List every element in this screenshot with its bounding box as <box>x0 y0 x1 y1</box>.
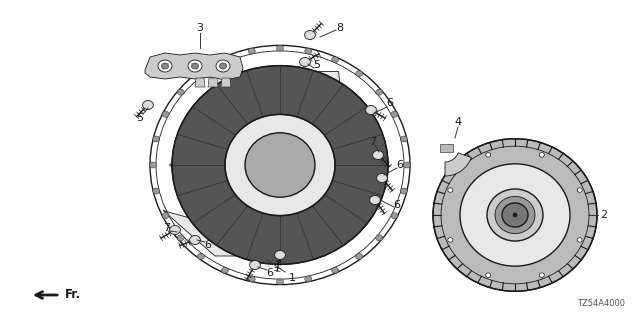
Ellipse shape <box>197 71 204 77</box>
Text: 5: 5 <box>314 60 321 70</box>
Polygon shape <box>440 144 453 152</box>
Text: 4: 4 <box>454 117 461 127</box>
Text: 6: 6 <box>387 98 394 108</box>
Ellipse shape <box>487 189 543 241</box>
Ellipse shape <box>177 89 184 95</box>
Ellipse shape <box>486 153 491 157</box>
Ellipse shape <box>177 235 184 241</box>
Ellipse shape <box>305 30 316 39</box>
Ellipse shape <box>225 114 335 216</box>
Ellipse shape <box>172 66 388 264</box>
Ellipse shape <box>513 213 517 217</box>
Ellipse shape <box>376 173 387 182</box>
Polygon shape <box>163 211 326 256</box>
Ellipse shape <box>158 60 172 72</box>
Polygon shape <box>170 68 335 262</box>
Ellipse shape <box>448 238 453 242</box>
Ellipse shape <box>356 253 363 259</box>
Text: TZ54A4000: TZ54A4000 <box>577 299 625 308</box>
Ellipse shape <box>221 267 228 273</box>
Text: 8: 8 <box>337 23 344 33</box>
Ellipse shape <box>245 133 315 197</box>
Ellipse shape <box>376 235 383 241</box>
Text: 3: 3 <box>196 23 204 33</box>
Ellipse shape <box>276 45 284 51</box>
Ellipse shape <box>540 273 544 277</box>
Ellipse shape <box>495 196 535 234</box>
Ellipse shape <box>275 251 285 260</box>
Ellipse shape <box>248 48 255 54</box>
Ellipse shape <box>191 63 198 69</box>
Ellipse shape <box>161 63 168 69</box>
Ellipse shape <box>356 71 363 77</box>
Text: 5: 5 <box>136 113 143 123</box>
Ellipse shape <box>276 279 284 285</box>
Ellipse shape <box>391 213 398 219</box>
Text: 6: 6 <box>397 160 403 170</box>
Ellipse shape <box>332 267 339 273</box>
Text: 7: 7 <box>369 137 376 147</box>
Text: 7: 7 <box>163 223 171 233</box>
Ellipse shape <box>305 276 312 282</box>
Ellipse shape <box>332 57 339 63</box>
Ellipse shape <box>153 188 160 194</box>
Ellipse shape <box>400 136 407 142</box>
Ellipse shape <box>365 106 376 115</box>
Ellipse shape <box>143 100 154 109</box>
Text: 6: 6 <box>205 240 211 250</box>
Ellipse shape <box>221 57 228 63</box>
Ellipse shape <box>403 162 410 168</box>
Ellipse shape <box>391 111 398 117</box>
Ellipse shape <box>486 273 491 277</box>
Ellipse shape <box>400 188 407 194</box>
Polygon shape <box>195 78 205 87</box>
Text: 2: 2 <box>600 210 607 220</box>
Text: Fr.: Fr. <box>65 289 81 301</box>
Polygon shape <box>208 78 218 87</box>
Ellipse shape <box>189 236 200 244</box>
Ellipse shape <box>150 162 157 168</box>
Ellipse shape <box>460 164 570 266</box>
Ellipse shape <box>372 150 383 159</box>
Ellipse shape <box>502 203 528 227</box>
Ellipse shape <box>162 213 169 219</box>
Ellipse shape <box>216 60 230 72</box>
Ellipse shape <box>220 63 227 69</box>
Ellipse shape <box>248 276 255 282</box>
Ellipse shape <box>300 58 310 67</box>
Ellipse shape <box>433 139 597 291</box>
Text: 1: 1 <box>289 273 296 283</box>
Polygon shape <box>221 78 231 87</box>
Ellipse shape <box>376 89 383 95</box>
Polygon shape <box>241 71 345 126</box>
Text: 6: 6 <box>266 268 273 278</box>
Ellipse shape <box>448 188 453 192</box>
Ellipse shape <box>305 48 312 54</box>
Polygon shape <box>145 53 243 80</box>
Text: 6: 6 <box>394 200 401 210</box>
Ellipse shape <box>153 136 160 142</box>
Ellipse shape <box>188 60 202 72</box>
Ellipse shape <box>540 153 544 157</box>
Ellipse shape <box>162 111 169 117</box>
Wedge shape <box>445 153 471 176</box>
Ellipse shape <box>170 226 180 235</box>
Ellipse shape <box>370 196 380 204</box>
Ellipse shape <box>577 238 582 242</box>
Ellipse shape <box>250 260 260 269</box>
Ellipse shape <box>197 253 204 259</box>
Ellipse shape <box>577 188 582 192</box>
